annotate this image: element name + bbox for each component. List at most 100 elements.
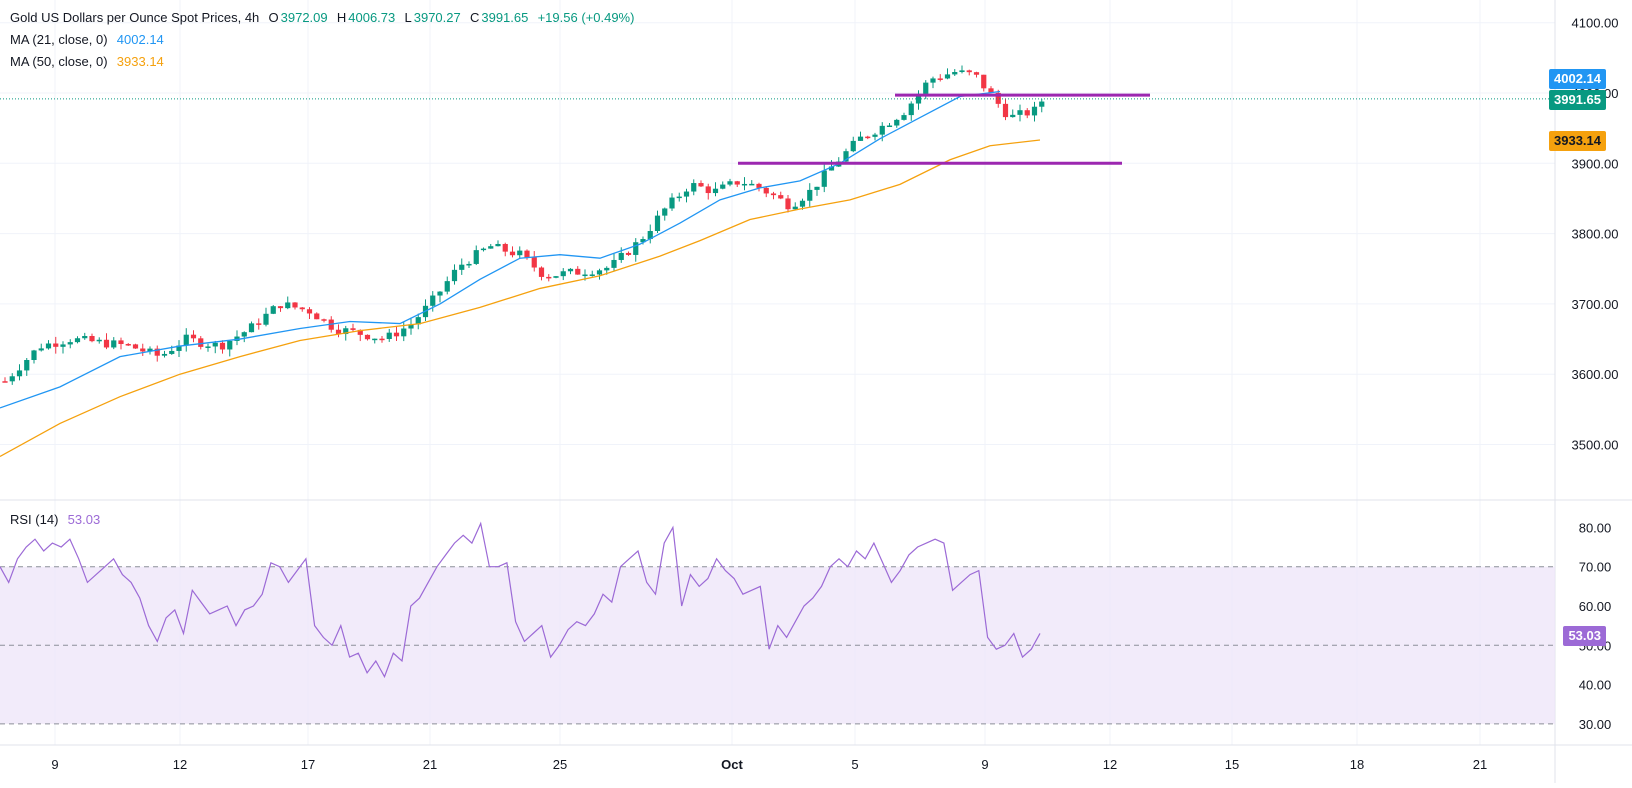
candle-body (1010, 114, 1016, 118)
time-tick-label: 5 (851, 757, 858, 772)
legend-rsi: RSI (14) 53.03 (10, 512, 102, 527)
candle-body (147, 348, 153, 352)
candle-body (894, 119, 900, 126)
candle-body (959, 70, 965, 73)
candle-body (763, 187, 769, 194)
candle-body (241, 332, 247, 337)
candle-body (89, 335, 95, 342)
candle-body (770, 193, 777, 196)
candle-body (466, 263, 472, 266)
rsi-tick-label: 80.00 (1579, 520, 1612, 535)
candle-body (553, 276, 559, 278)
legend-low-value: 3970.27 (413, 10, 461, 25)
candle-body (901, 115, 907, 120)
candle-body (973, 72, 980, 75)
candle-body (647, 231, 653, 240)
candle-body (952, 72, 958, 75)
candle-body (524, 250, 530, 258)
rsi-tick-label: 30.00 (1579, 717, 1612, 732)
candle-body (277, 306, 284, 309)
candle-body (190, 334, 197, 339)
candle-body (575, 268, 581, 275)
candle-body (712, 188, 719, 194)
candle-body (654, 215, 661, 232)
candle-body (502, 243, 508, 252)
candle-body (227, 340, 233, 350)
candle-body (1002, 103, 1009, 118)
candle-body (415, 317, 421, 325)
candle-body (31, 350, 37, 360)
candle-body (74, 338, 81, 343)
candle-body (118, 340, 124, 345)
candle-body (988, 88, 994, 93)
legend-main: Gold US Dollars per Ounce Spot Prices, 4… (10, 10, 636, 25)
price-tick-label: 4100.00 (1572, 16, 1619, 31)
candle-body (857, 136, 864, 141)
candle-body (850, 140, 856, 152)
candle-body (408, 324, 414, 329)
rsi-badge: 53.03 (1563, 626, 1606, 646)
candle-body (16, 370, 23, 377)
candle-body (995, 92, 1001, 104)
candle-body (749, 183, 755, 186)
time-tick-label: 25 (553, 757, 567, 772)
candle-body (872, 134, 878, 137)
time-tick-label: 15 (1225, 757, 1239, 772)
candle-body (625, 252, 632, 255)
rsi-line (0, 521, 1041, 679)
legend-ma21-value: 4002.14 (116, 32, 164, 47)
candle-body (705, 186, 711, 194)
rsi-tick-label: 70.00 (1579, 560, 1612, 575)
candle-body (488, 246, 494, 249)
candle-body (582, 274, 588, 277)
candle-body (96, 339, 102, 342)
candle-body (169, 350, 175, 354)
candle-body (285, 302, 291, 309)
time-tick-label: 12 (173, 757, 187, 772)
ma50-line (0, 139, 1041, 458)
candle-body (792, 206, 798, 210)
legend-change: +19.56 (+0.49%) (537, 10, 635, 25)
candle-body (125, 344, 131, 346)
candle-body (140, 348, 146, 352)
candle-body (778, 195, 784, 199)
price-tick-label: 3900.00 (1572, 156, 1619, 171)
candle-body (451, 269, 458, 282)
candle-body (299, 307, 305, 310)
candle-body (886, 125, 893, 128)
time-tick-label: Oct (721, 757, 743, 772)
candle-body (459, 264, 465, 270)
candle-body (785, 198, 791, 210)
candle-body (966, 70, 972, 73)
candle-body (219, 342, 226, 350)
candle-body (799, 200, 806, 207)
candle-body (357, 329, 363, 335)
time-tick-label: 17 (301, 757, 315, 772)
price-tick-label: 3700.00 (1572, 297, 1619, 312)
legend-open-label: O (268, 10, 279, 25)
candle-body (807, 189, 813, 201)
legend-ma50: MA (50, close, 0) 3933.14 (10, 54, 166, 69)
legend-low-label: L (404, 10, 412, 25)
candle-body (618, 252, 624, 260)
candle-body (154, 348, 160, 356)
candle-body (248, 323, 255, 333)
rsi-tick-label: 60.00 (1579, 599, 1612, 614)
candle-body (879, 125, 885, 135)
candle-body (437, 291, 443, 296)
candle-body (314, 313, 320, 320)
price-tick-label: 3600.00 (1572, 367, 1619, 382)
candle-body (292, 302, 298, 308)
legend-ma50-value: 3933.14 (116, 54, 164, 69)
candle-body (473, 250, 479, 264)
candle-body (720, 184, 726, 189)
price-tick-label: 3500.00 (1572, 438, 1619, 453)
candle-body (364, 334, 371, 340)
candle-body (727, 181, 733, 185)
candle-body (393, 332, 400, 337)
candle-body (1039, 101, 1045, 107)
candle-body (350, 328, 356, 330)
candle-body (1024, 110, 1030, 116)
